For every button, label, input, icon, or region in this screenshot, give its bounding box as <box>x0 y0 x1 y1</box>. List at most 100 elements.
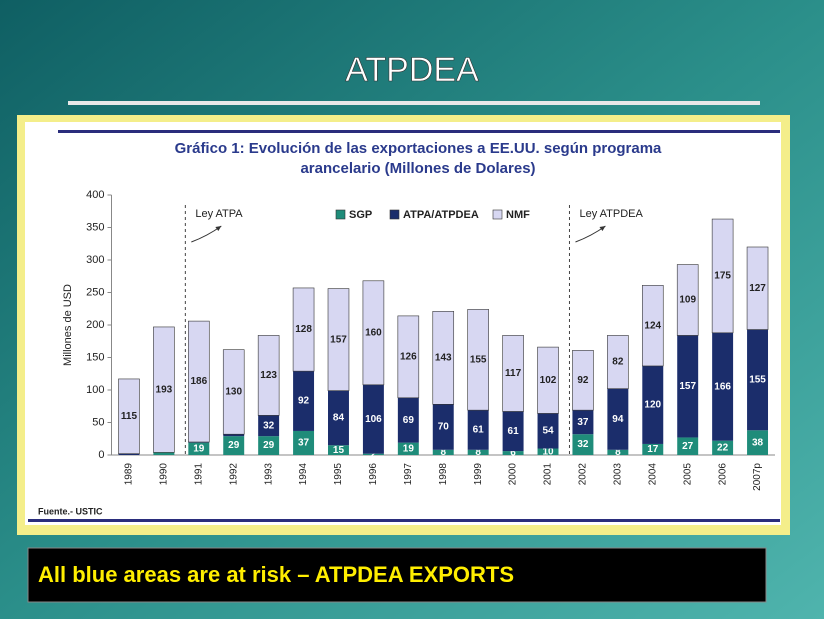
bar-segment <box>397 315 420 399</box>
bar-segment <box>502 411 524 452</box>
bar-segment <box>362 453 384 455</box>
y-tick-label: 300 <box>86 254 104 266</box>
value-label: 109 <box>679 295 696 306</box>
bar-segment <box>327 288 350 391</box>
value-label: 175 <box>714 271 731 282</box>
bar-segment <box>572 350 594 411</box>
value-label: 32 <box>577 439 589 450</box>
bar-segment <box>607 449 629 455</box>
bar-segment <box>118 378 140 455</box>
value-label: 160 <box>365 327 382 338</box>
y-tick-label: 250 <box>86 286 104 298</box>
bar-segment <box>397 397 419 443</box>
value-label: 128 <box>295 324 312 335</box>
bar-segment <box>293 371 315 431</box>
caption: All blue areas are at risk – ATPDEA EXPO… <box>38 562 514 587</box>
y-tick-label: 100 <box>86 384 104 396</box>
bar-segment <box>292 287 315 372</box>
value-label: 32 <box>263 420 275 431</box>
value-label: 17 <box>647 444 659 455</box>
y-tick-label: 50 <box>92 416 104 428</box>
value-label: 15 <box>333 445 345 456</box>
bar-segment <box>642 443 664 455</box>
bar-segment <box>362 280 385 386</box>
value-label: 2 <box>371 449 377 460</box>
value-label: 8 <box>615 447 621 458</box>
bar-segment <box>607 388 629 450</box>
bar-segment <box>642 365 664 444</box>
value-label: 115 <box>121 411 138 422</box>
slide-title: ATPDEA <box>345 51 479 89</box>
value-label: 166 <box>714 381 731 392</box>
title-rule <box>68 101 760 105</box>
value-label: 61 <box>473 425 485 436</box>
value-label: 6 <box>510 448 516 459</box>
bottom-rule <box>28 519 780 522</box>
value-label: 61 <box>508 426 520 437</box>
value-label: 70 <box>438 422 450 433</box>
caption-box <box>27 547 767 603</box>
bar-segment <box>712 332 734 441</box>
value-label: 130 <box>225 387 242 398</box>
bar-segment <box>432 311 455 405</box>
bar-segment <box>153 326 175 453</box>
x-tick-label: 2005 <box>682 463 693 486</box>
value-label: 155 <box>470 354 487 365</box>
bar-segment <box>467 449 489 455</box>
bar-segment <box>572 434 594 455</box>
annotation-label: Ley ATPA <box>195 208 243 220</box>
y-tick-label: 400 <box>86 189 104 201</box>
x-tick-label: 1993 <box>263 463 274 486</box>
bar-segment <box>467 410 489 450</box>
source: Fuente.- USTIC <box>38 506 103 516</box>
value-label: 102 <box>540 375 557 386</box>
annotation-arrowhead <box>599 226 606 231</box>
x-tick-label: 1999 <box>473 463 484 486</box>
value-label: 8 <box>440 447 446 458</box>
annotation-label: Ley ATPDEA <box>579 208 643 220</box>
bar-segment <box>747 430 769 455</box>
value-label: 54 <box>542 426 554 437</box>
bar-segment <box>328 445 349 455</box>
value-label: 10 <box>542 446 554 457</box>
bar-segment <box>188 442 210 455</box>
value-label: 82 <box>612 357 624 368</box>
value-label: 19 <box>403 443 415 454</box>
x-tick-label: 1998 <box>438 463 449 486</box>
bar-segment <box>188 442 210 443</box>
value-label: 157 <box>330 334 347 345</box>
value-label: 37 <box>577 417 589 428</box>
x-tick-label: 2003 <box>612 463 623 486</box>
value-label: 69 <box>403 415 415 426</box>
legend-swatch <box>389 209 400 220</box>
bar-segment <box>257 335 280 416</box>
value-label: 123 <box>260 370 277 381</box>
x-tick-label: 2004 <box>647 463 658 486</box>
value-label: 22 <box>717 442 729 453</box>
legend-swatch <box>492 209 503 220</box>
bar-segment <box>397 442 419 455</box>
bar-segment <box>258 436 280 455</box>
bar-segment <box>328 390 349 446</box>
bar-segment <box>432 449 454 455</box>
y-tick-label: 0 <box>98 449 104 461</box>
value-label: 92 <box>577 375 589 386</box>
y-tick-label: 350 <box>86 221 104 233</box>
value-label: 157 <box>679 381 696 392</box>
bar-segment <box>537 346 559 414</box>
bar-segment <box>711 218 734 334</box>
y-axis-label: Millones de USD <box>62 284 74 366</box>
value-label: 37 <box>298 438 310 449</box>
bar-segment <box>293 430 315 455</box>
value-label: 117 <box>505 368 522 379</box>
bar-segment <box>572 410 594 435</box>
value-label: 143 <box>435 352 452 363</box>
value-label: 8 <box>475 447 481 458</box>
bar-segment <box>712 440 734 455</box>
top-rule <box>58 130 780 133</box>
value-label: 27 <box>682 441 694 452</box>
x-tick-label: 2000 <box>508 463 519 486</box>
bar-segment <box>362 384 384 454</box>
bar-segment <box>222 349 245 435</box>
